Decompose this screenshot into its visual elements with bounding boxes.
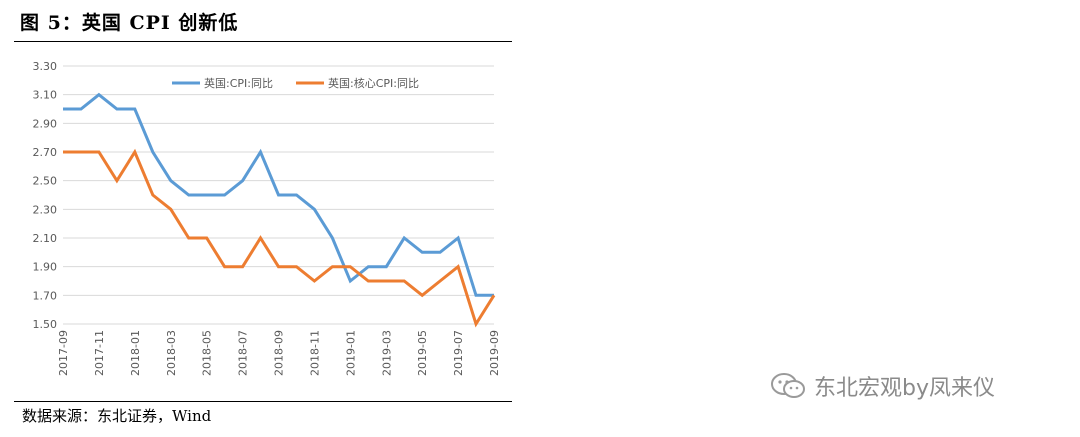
- x-tick-label: 2018-05: [201, 330, 214, 376]
- x-tick-label: 2017-11: [93, 330, 106, 376]
- y-tick-label: 1.90: [33, 261, 58, 274]
- y-tick-label: 1.70: [33, 289, 58, 302]
- x-tick-label: 2019-03: [380, 330, 393, 376]
- y-tick-label: 2.90: [33, 117, 58, 130]
- series-line-cpi: [63, 92, 494, 297]
- series-line-core-cpi: [63, 148, 496, 328]
- watermark-text: 东北宏观by凤来仪: [814, 376, 995, 401]
- x-axis-ticks: 2017-09 2017-11 2018-01 2018-03 2018-05 2018-…: [57, 330, 501, 376]
- x-tick-label: 2018-07: [237, 330, 250, 376]
- watermark: 东北宏观by凤来仪: [770, 370, 995, 402]
- x-tick-label: 2019-07: [452, 330, 465, 376]
- x-tick-label: 2018-03: [165, 330, 178, 376]
- source-divider: [14, 401, 512, 402]
- series-lines: [63, 92, 496, 328]
- y-tick-label: 2.10: [33, 232, 58, 245]
- source-note: 数据来源：东北证券，Wind: [22, 407, 212, 425]
- y-tick-label: 3.10: [33, 89, 58, 102]
- x-tick-label: 2018-11: [308, 330, 321, 376]
- chart-legend: 英国:CPI:同比 英国:核心CPI:同比: [172, 76, 419, 90]
- y-tick-label: 1.50: [33, 318, 58, 331]
- legend-label: 英国:核心CPI:同比: [328, 76, 419, 90]
- x-tick-label: 2018-01: [129, 330, 142, 376]
- y-tick-label: 3.30: [33, 60, 58, 73]
- y-tick-label: 2.50: [33, 175, 58, 188]
- legend-label: 英国:CPI:同比: [204, 76, 273, 90]
- figure-title: 图 5：英国 CPI 创新低: [20, 12, 239, 34]
- x-tick-label: 2019-09: [488, 330, 501, 376]
- wechat-icon: [771, 373, 805, 398]
- y-tick-label: 2.30: [33, 203, 58, 216]
- x-tick-label: 2019-01: [344, 330, 357, 376]
- y-axis-ticks: 1.50 1.70 1.90 2.10 2.30 2.50 2.70 2.90 3.10 3.30: [33, 60, 58, 331]
- x-tick-label: 2017-09: [57, 330, 70, 376]
- y-tick-label: 2.70: [33, 146, 58, 159]
- x-tick-label: 2018-09: [273, 330, 286, 376]
- x-tick-label: 2019-05: [416, 330, 429, 376]
- title-divider: [14, 41, 512, 42]
